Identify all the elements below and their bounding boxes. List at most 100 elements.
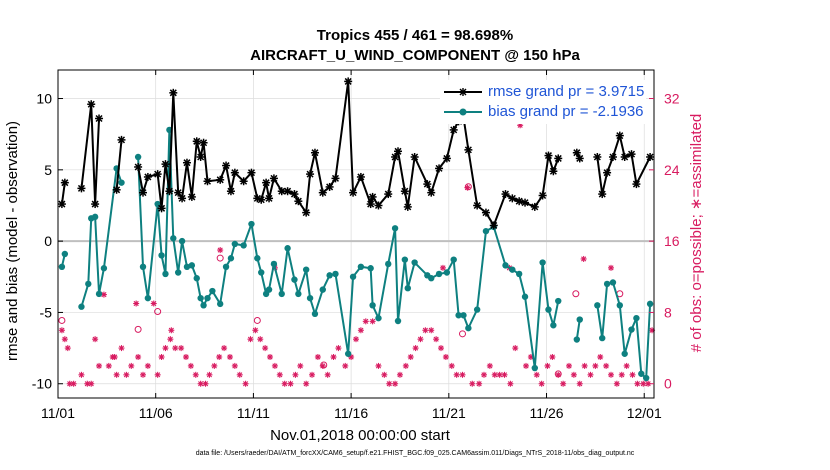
rmse-line-segment (80, 103, 101, 206)
bias-point (306, 294, 314, 302)
rmse-point (112, 185, 121, 194)
obs-assimilated-point (84, 380, 91, 387)
y2-tick-label: 0 (664, 376, 672, 392)
obs-assimilated-point (144, 362, 151, 369)
obs-assimilated-point (448, 362, 455, 369)
bias-point (265, 286, 273, 293)
bias-point (646, 300, 654, 308)
obs-assimilated-point (118, 345, 125, 352)
obs-assimilated-point (496, 371, 503, 378)
rmse-point (394, 147, 403, 156)
rmse-point (117, 135, 126, 144)
x-tick-label: 11/21 (432, 405, 466, 421)
obs-assimilated-point (433, 336, 440, 343)
bias-point (375, 314, 382, 322)
rmse-point (153, 170, 162, 179)
legend-bias-marker (444, 108, 482, 116)
obs-assimilated-point (486, 362, 493, 369)
bias-point (170, 235, 177, 242)
bias-point (311, 310, 319, 318)
obs-assimilated-point (439, 264, 446, 271)
rmse-point (368, 192, 377, 201)
obs-possible-point (134, 325, 142, 333)
bias-point (435, 270, 443, 278)
legend-rmse-label: rmse grand pr = 3.9715 (488, 83, 645, 100)
bias-point (385, 260, 392, 268)
rmse-point (646, 152, 655, 161)
rmse-point (265, 194, 274, 203)
obs-assimilated-point (236, 371, 243, 378)
obs-assimilated-point (167, 336, 174, 343)
legend: rmse grand pr = 3.9715 bias grand pr = -… (440, 80, 646, 124)
obs-assimilated-point (78, 371, 85, 378)
obs-assimilated-point (357, 327, 364, 334)
bias-point (200, 302, 207, 309)
y-axis-ticks: -10 -5 0 5 10 (32, 91, 63, 392)
y-tick-label: 0 (44, 233, 52, 249)
rmse-point (400, 187, 409, 196)
rmse-point (544, 151, 553, 160)
bias-point (428, 275, 435, 282)
bias-point (621, 350, 628, 357)
obs-assimilated-point (412, 345, 419, 352)
bias-point (118, 179, 125, 186)
obs-assimilated-point (247, 336, 254, 343)
bias-point (61, 250, 69, 258)
bias-point (302, 266, 310, 273)
bias-point (357, 263, 365, 270)
legend-rmse-marker (444, 88, 482, 96)
bias-point (204, 294, 211, 302)
y2-axis-label: # of obs: o=possible; ∗=assimilated (688, 114, 705, 353)
rmse-point (222, 161, 231, 170)
rmse-point (216, 175, 225, 184)
bias-point (349, 273, 357, 280)
rmse-point (95, 114, 104, 123)
obs-assimilated-point (113, 371, 120, 378)
obs-assimilated-point (226, 354, 233, 360)
bias-point (344, 350, 352, 357)
obs-assimilated-point (162, 345, 169, 352)
obs-assimilated-point (570, 371, 577, 378)
rmse-point (226, 187, 235, 196)
bias-point (633, 314, 640, 322)
obs-assimilated-point (469, 380, 476, 387)
obs-assimilated-point (58, 327, 65, 334)
obs-assimilated-point (565, 362, 572, 369)
bias-line-segment (137, 128, 560, 370)
bias-line-segment (575, 319, 581, 340)
rmse-point (620, 152, 629, 161)
x-tick-label: 11/26 (530, 405, 564, 421)
obs-assimilated-point (314, 354, 321, 360)
rmse-point (515, 197, 524, 206)
obs-assimilated-point (438, 345, 445, 352)
obs-assimilated-point (362, 318, 369, 325)
obs-assimilated-point (96, 362, 103, 369)
rmse-point (489, 221, 498, 230)
data-file-footnote: data file: /Users/raeder/DAI/ATM_forcXX/… (195, 450, 635, 457)
obs-assimilated-point (512, 345, 519, 352)
bias-line-segment (596, 281, 652, 380)
obs-assimilated-point (402, 362, 409, 369)
obs-assimilated-point (603, 362, 610, 369)
rmse-line-segment (115, 139, 123, 190)
obs-assimilated-point (330, 354, 337, 360)
rmse-point (344, 77, 353, 86)
bias-point (628, 326, 635, 333)
bias-point (455, 312, 462, 319)
obs-assimilated-point (407, 354, 414, 360)
bias-point (411, 259, 418, 266)
y-axis-label: rmse and bias (model - observation) (4, 121, 21, 361)
rmse-point (257, 195, 266, 204)
x-tick-label: 11/16 (334, 405, 368, 421)
rmse-point (481, 208, 490, 217)
obs-assimilated-point (172, 345, 179, 352)
rmse-point (627, 150, 636, 159)
bias-point (270, 260, 278, 268)
rmse-point (182, 158, 191, 167)
obs-assimilated-point (369, 318, 376, 325)
obs-assimilated-point (459, 371, 466, 378)
obs-assimilated-point (587, 371, 594, 378)
bias-point (100, 265, 108, 272)
obs-assimilated-point (453, 371, 460, 378)
